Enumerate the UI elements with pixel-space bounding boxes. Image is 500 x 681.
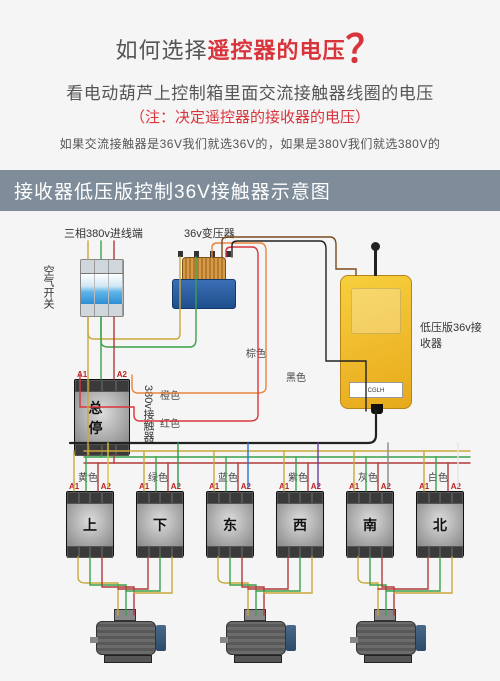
contactor-label: 南 [363, 515, 377, 535]
terminal-a2: A2 [311, 482, 321, 491]
colortag-purple: 紫色 [288, 469, 308, 484]
terminal-a2: A2 [241, 482, 251, 491]
contactor-label: 西 [293, 515, 307, 535]
subtitle: 看电动葫芦上控制箱里面交流接触器线圈的电压 [10, 79, 490, 104]
receiver-panel [351, 288, 401, 334]
terminal-a2: A2 [101, 482, 111, 491]
colortag-black: 黑色 [286, 369, 306, 384]
contactor-up: A1A2上 [66, 491, 114, 557]
terminal-a1: A1 [77, 370, 87, 379]
title: 如何选择遥控器的电压？ [10, 18, 490, 73]
explain-text: 如果交流接触器是36V我们就选36V的，如果是380V我们就选380V的 [10, 135, 490, 152]
receiver-cable-gland [371, 404, 383, 414]
colortag-green: 绿色 [148, 469, 168, 484]
contactor-label: 北 [433, 515, 447, 535]
title-red: 遥控器的电压 [207, 38, 345, 63]
contactor-main-label: 总停 [89, 398, 116, 438]
receiver-36v: CGLH [340, 275, 412, 409]
contactor-label: 上 [83, 515, 97, 535]
colortag-brown: 棕色 [246, 345, 266, 360]
contactor-north: A1A2北 [416, 491, 464, 557]
contactor-label: 下 [153, 515, 167, 535]
motor-2 [226, 615, 294, 663]
contactor-label: 东 [223, 515, 237, 535]
header: 如何选择遥控器的电压？ 看电动葫芦上控制箱里面交流接触器线圈的电压 （注：决定遥… [0, 0, 500, 160]
terminal-a2: A2 [451, 482, 461, 491]
motor-3 [356, 615, 424, 663]
colortag-red: 红色 [160, 415, 180, 430]
terminal-a2: A2 [381, 482, 391, 491]
label-input-3phase: 三相380v进线端 [64, 225, 143, 241]
label-receiver: 低压版36v接收器 [420, 319, 490, 351]
wiring-diagram: 三相380v进线端 36v变压器 空气开关 低压版36v接收器 380v接触器 … [0, 211, 500, 681]
colortag-white: 白色 [428, 469, 448, 484]
label-380v-contactor: 380v接触器 [140, 385, 156, 442]
label-transformer: 36v变压器 [184, 225, 235, 241]
receiver-brand-label: CGLH [349, 382, 403, 398]
colortag-gray: 灰色 [358, 469, 378, 484]
colortag-blue: 蓝色 [218, 469, 238, 484]
title-pre: 如何选择 [115, 38, 207, 63]
contactor-main-stop: A1A2 总停 [74, 379, 130, 455]
contactor-down: A1A2下 [136, 491, 184, 557]
terminal-a2: A2 [171, 482, 181, 491]
motor-1 [96, 615, 164, 663]
colortag-yellow: 黄色 [78, 469, 98, 484]
antenna-icon [374, 248, 377, 276]
air-breaker [80, 259, 124, 317]
label-breaker: 空气开关 [40, 265, 56, 309]
note: （注：决定遥控器的接收器的电压） [10, 106, 490, 127]
contactor-east: A1A2东 [206, 491, 254, 557]
contactor-south: A1A2南 [346, 491, 394, 557]
colortag-orange: 橙色 [160, 387, 180, 402]
terminal-a2: A2 [117, 370, 127, 379]
section-banner: 接收器低压版控制36V接触器示意图 [0, 170, 500, 211]
contactor-west: A1A2西 [276, 491, 324, 557]
transformer-36v [172, 255, 236, 309]
question-mark-icon: ？ [346, 29, 385, 71]
